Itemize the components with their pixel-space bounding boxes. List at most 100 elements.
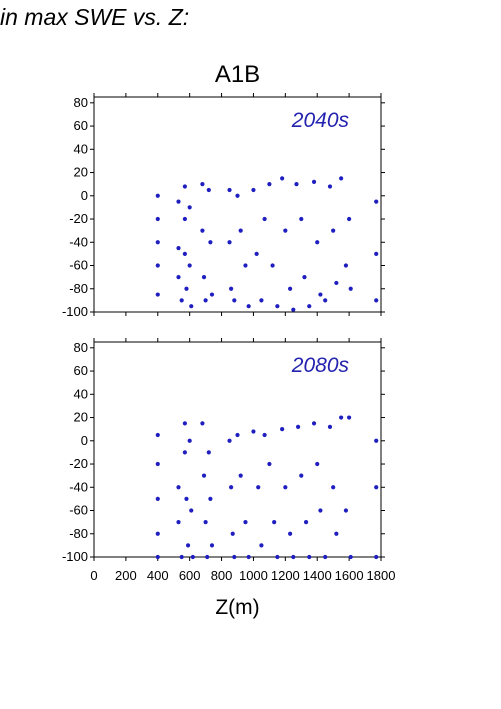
data-point [182,421,187,426]
data-point [201,473,207,478]
data-point [176,245,181,251]
data-point [238,473,243,478]
data-point [246,304,251,309]
data-point [185,543,191,548]
data-point [323,554,328,560]
panel-frame [93,341,382,558]
data-point [267,182,272,187]
data-point [155,216,160,222]
data-point [209,292,215,297]
data-point [251,187,256,193]
data-point [311,179,317,184]
data-point [200,421,205,426]
data-point [227,240,232,245]
y-tick-label: 80 [74,95,88,110]
data-point [254,251,259,256]
data-point [179,298,184,303]
x-axis-label: Z(m) [215,596,259,619]
data-point [339,176,344,181]
data-point [331,485,336,490]
data-point [303,520,309,525]
y-tick-label: -80 [69,526,88,541]
y-tick-label: -100 [62,549,88,564]
data-point [259,298,264,303]
x-tick-label: 1400 [303,568,332,583]
data-point [235,432,240,438]
panel-label: 2080s [291,354,350,377]
data-point [318,508,323,513]
y-tick-label: -20 [69,456,88,471]
data-point [374,199,379,204]
data-point [155,531,160,536]
data-point [327,424,333,429]
data-point [331,228,336,233]
data-point [176,199,181,204]
data-point [187,438,192,443]
data-point [176,275,181,280]
data-point [206,450,211,455]
data-point [374,554,379,560]
data-point [208,496,213,501]
data-point [291,307,296,312]
data-point [347,415,352,420]
data-point [182,216,187,222]
data-point [246,554,251,560]
data-point [203,298,208,303]
data-point [311,421,317,426]
data-point [275,304,280,309]
data-point [155,496,160,501]
data-point [227,187,232,193]
data-point [334,531,339,536]
data-point [155,554,160,560]
data-point [288,286,293,291]
data-point [190,554,195,560]
data-point [343,508,349,513]
data-point [272,520,277,525]
data-point [294,182,299,187]
data-point [182,450,187,455]
data-point [334,280,339,286]
data-point [155,292,160,297]
data-point [275,554,280,560]
y-tick-label: -40 [69,479,88,494]
data-point [374,438,379,443]
panel-2040s: -100 -80 -60 -40 -20 0 20 40 60 80 2040s [62,93,385,319]
data-point [203,520,208,525]
data-point [208,240,213,245]
data-point [232,554,237,560]
data-point [182,184,187,189]
x-tick-label: 400 [147,568,169,583]
data-point [307,554,312,560]
y-tick-label: 0 [81,433,88,448]
y-tick-label: -80 [69,281,88,296]
data-point [283,228,288,233]
data-point [205,554,210,560]
y-tick-label: -60 [69,258,88,273]
data-point [229,286,234,291]
data-point [227,438,232,443]
data-point [280,427,285,432]
figure-header: in max SWE vs. Z: [0,4,190,30]
y-tick-label: 40 [74,386,88,401]
y-tick-label: 60 [74,363,88,378]
x-tick-label: 600 [179,568,201,583]
y-tick-label: 40 [74,141,88,156]
data-point [299,473,304,478]
x-tick-label: 1000 [239,568,268,583]
data-point [243,263,248,268]
data-point [374,251,379,256]
data-point [184,286,189,291]
data-point [343,263,349,268]
data-point [187,205,192,210]
data-point [288,531,293,536]
data-point [302,275,307,280]
y-tick-label: -20 [69,211,88,226]
data-point [283,485,288,490]
data-point [348,554,353,560]
chart-title: A1B [215,61,260,88]
data-point [201,275,207,280]
data-point [347,216,352,222]
data-point [259,543,264,548]
y-tick-label: -40 [69,234,88,249]
